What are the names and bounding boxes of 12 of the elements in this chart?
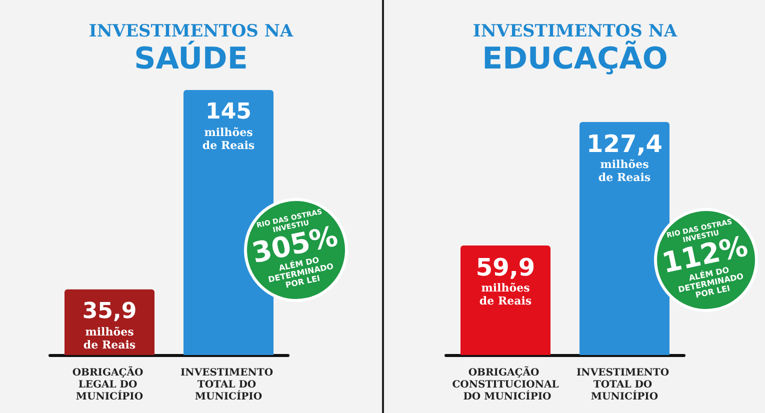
data-label: 127,4 milhões de Reais xyxy=(586,130,662,184)
data-label: 35,9 milhões de Reais xyxy=(82,298,137,352)
x-tick-label: OBRIGAÇÃO CONSTITUCIONAL DO MUNICÍPIO xyxy=(452,366,559,402)
x-tick-label: OBRIGAÇÃO LEGAL DO MUNICÍPIO xyxy=(72,366,147,402)
data-label: 59,9 milhões de Reais xyxy=(476,253,536,308)
chart-title: INVESTIMENTOS NA xyxy=(472,22,678,42)
chart-title: INVESTIMENTOS NA xyxy=(88,22,294,42)
x-tick-label: INVESTIMENTO TOTAL DO MUNICÍPIO xyxy=(576,368,673,402)
data-label: 145 milhões de Reais xyxy=(202,100,255,152)
x-tick-label: INVESTIMENTO TOTAL DO MUNICÍPIO xyxy=(180,368,277,402)
chart-subtitle: SAÚDE xyxy=(134,40,248,76)
chart-subtitle: EDUCAÇÃO xyxy=(482,40,668,76)
